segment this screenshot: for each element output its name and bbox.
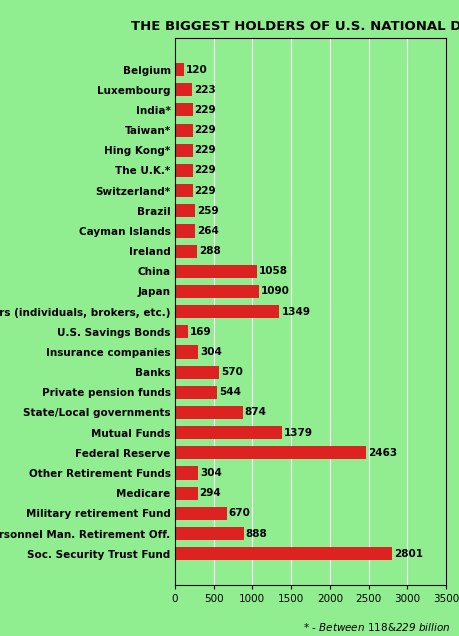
Text: 888: 888 xyxy=(245,529,267,539)
Text: 288: 288 xyxy=(199,246,220,256)
Text: 2463: 2463 xyxy=(367,448,396,458)
Bar xyxy=(174,305,279,318)
Bar xyxy=(174,345,198,359)
Text: 229: 229 xyxy=(194,165,216,176)
Bar xyxy=(174,325,187,338)
Bar xyxy=(174,204,195,218)
Bar xyxy=(174,104,192,116)
Text: 229: 229 xyxy=(194,145,216,155)
Bar xyxy=(174,547,391,560)
Bar xyxy=(174,285,259,298)
Bar xyxy=(174,184,192,197)
Text: 670: 670 xyxy=(228,508,250,518)
Bar xyxy=(174,63,184,76)
Bar xyxy=(174,164,192,177)
Bar xyxy=(174,487,197,500)
Bar xyxy=(174,386,217,399)
Text: 1379: 1379 xyxy=(283,427,312,438)
Bar xyxy=(174,225,195,237)
Text: 264: 264 xyxy=(197,226,218,236)
Bar xyxy=(174,245,197,258)
Text: * - Between $118 & $229 billion: * - Between $118 & $229 billion xyxy=(302,621,450,633)
Bar xyxy=(174,123,192,137)
Bar xyxy=(174,144,192,157)
Title: THE BIGGEST HOLDERS OF U.S. NATIONAL DEBT: THE BIGGEST HOLDERS OF U.S. NATIONAL DEB… xyxy=(131,20,459,33)
Text: 259: 259 xyxy=(196,206,218,216)
Text: 304: 304 xyxy=(200,347,222,357)
Text: 304: 304 xyxy=(200,468,222,478)
Text: 120: 120 xyxy=(185,65,207,74)
Bar xyxy=(174,265,256,278)
Bar xyxy=(174,446,365,459)
Text: 570: 570 xyxy=(220,367,242,377)
Bar xyxy=(174,527,243,540)
Text: 229: 229 xyxy=(194,125,216,135)
Text: 223: 223 xyxy=(194,85,215,95)
Text: 229: 229 xyxy=(194,186,216,196)
Text: 874: 874 xyxy=(244,408,266,417)
Bar xyxy=(174,366,218,378)
Text: 229: 229 xyxy=(194,105,216,115)
Text: 1349: 1349 xyxy=(281,307,310,317)
Bar xyxy=(174,466,198,480)
Bar xyxy=(174,406,242,419)
Text: 2801: 2801 xyxy=(393,549,422,558)
Text: 294: 294 xyxy=(199,488,221,498)
Text: 1090: 1090 xyxy=(261,286,290,296)
Text: 544: 544 xyxy=(218,387,241,398)
Bar xyxy=(174,426,281,439)
Bar xyxy=(174,83,192,96)
Text: 1058: 1058 xyxy=(258,266,287,276)
Text: 169: 169 xyxy=(190,327,211,337)
Bar xyxy=(174,507,226,520)
